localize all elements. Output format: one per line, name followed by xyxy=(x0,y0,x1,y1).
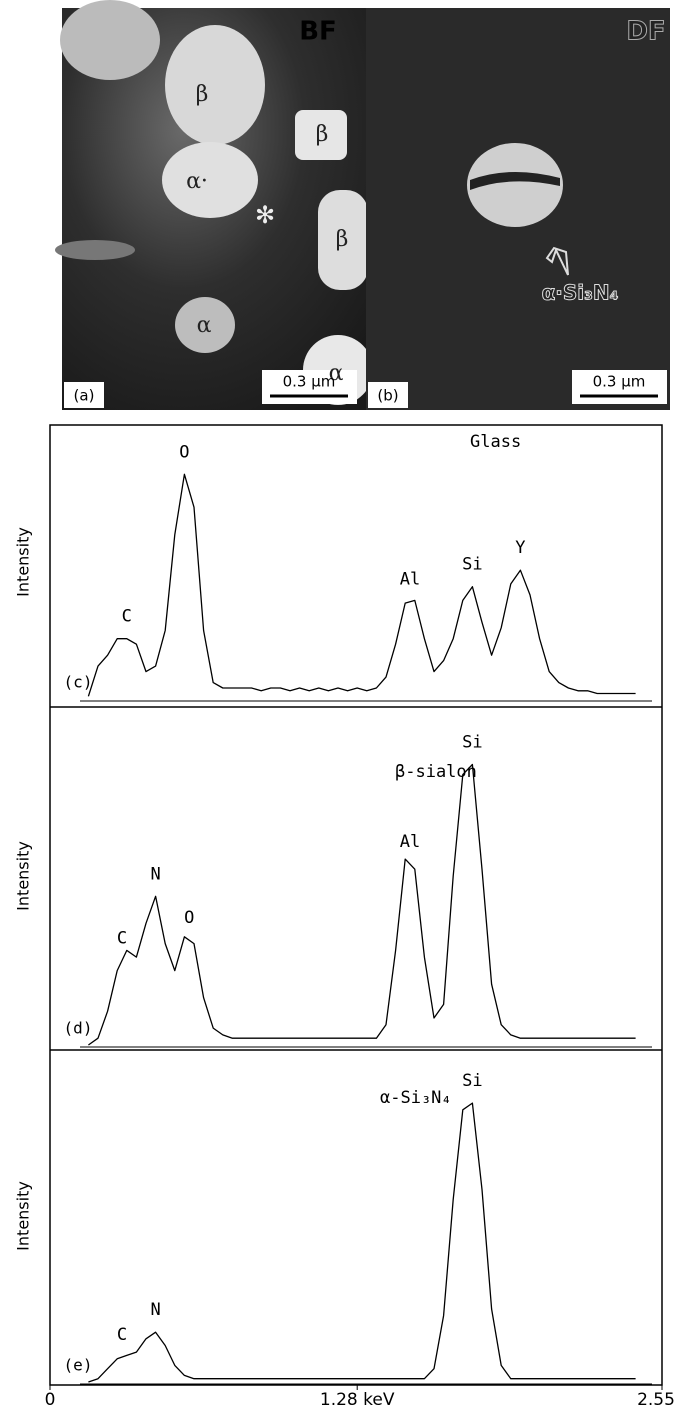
spectrum-line xyxy=(88,1102,636,1383)
phase-label: β xyxy=(336,227,349,252)
panel-label: (e) xyxy=(64,1356,93,1375)
panel-label: (c) xyxy=(64,673,93,692)
scale-box xyxy=(262,370,357,404)
mode-label: BF xyxy=(299,17,337,47)
y-axis-label: Intensity xyxy=(14,841,33,911)
spectrum-line xyxy=(87,473,636,697)
phase-label: β xyxy=(196,82,209,107)
peak-label: Al xyxy=(400,832,420,852)
phase-label: α· xyxy=(186,169,208,194)
phase-label: α xyxy=(329,361,344,386)
scale-label: 0.3 μm xyxy=(283,373,336,391)
peak-label: Si xyxy=(462,555,482,575)
scale-box xyxy=(572,370,667,404)
peak-label: N xyxy=(150,864,160,884)
panel-label: (a) xyxy=(74,387,95,405)
mode-label: DF xyxy=(626,17,665,47)
peak-label: Si xyxy=(462,732,482,752)
x-tick-label: 0 xyxy=(45,1390,56,1410)
phase-label: β xyxy=(316,122,329,147)
panel-title: Glass xyxy=(470,432,521,452)
grain-band xyxy=(470,171,560,190)
panel-label: (b) xyxy=(377,387,398,405)
y-axis-label: Intensity xyxy=(14,527,33,597)
peak-label: C xyxy=(117,1325,127,1345)
y-axis-label: Intensity xyxy=(14,1181,33,1251)
peak-label: O xyxy=(179,442,189,462)
peak-label: Y xyxy=(515,538,525,558)
panel-label: (d) xyxy=(64,1019,93,1038)
panel-title: β-sialon xyxy=(395,762,477,782)
grain xyxy=(467,143,563,227)
label-box xyxy=(368,382,408,408)
grains xyxy=(55,0,373,405)
spectrum-line xyxy=(88,763,636,1046)
phase-label: α xyxy=(197,313,212,338)
panel-title: α-Si₃N₄ xyxy=(380,1088,452,1108)
scale-label: 0.3 μm xyxy=(593,373,646,391)
arrow xyxy=(545,246,569,276)
marker: ✻ xyxy=(255,201,275,229)
label-box xyxy=(64,382,104,408)
peak-label: C xyxy=(122,607,132,627)
spectra-frame xyxy=(49,424,663,1386)
peak-label: N xyxy=(150,1300,160,1320)
peak-label: Al xyxy=(400,570,420,590)
peak-label: O xyxy=(184,908,194,928)
peak-label: C xyxy=(117,929,127,949)
x-tick-label: 1.28 keV xyxy=(320,1390,395,1410)
peak-label: Si xyxy=(462,1071,482,1091)
phase-label: α·Si₃N₄ xyxy=(542,281,619,305)
x-tick-label: 2.55 xyxy=(637,1390,675,1410)
